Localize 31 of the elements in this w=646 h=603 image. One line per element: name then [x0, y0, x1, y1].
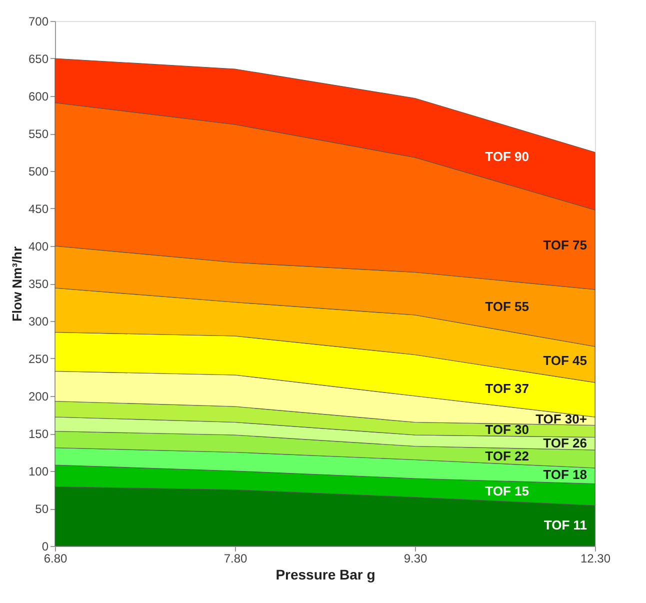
y-tick-label: 650 — [28, 52, 49, 66]
y-tick-label: 350 — [28, 277, 49, 291]
y-tick-label: 600 — [28, 90, 49, 104]
y-axis-title: Flow Nm³/hr — [9, 246, 24, 322]
x-tick-label: 7.80 — [224, 552, 248, 566]
y-tick-label: 0 — [42, 540, 49, 554]
y-tick-label: 550 — [28, 127, 49, 141]
y-tick-label: 50 — [35, 502, 49, 516]
series-label: TOF 30+ — [536, 412, 588, 427]
series-label: TOF 18 — [543, 467, 587, 482]
y-tick-label: 450 — [28, 202, 49, 216]
x-axis-title: Pressure Bar g — [276, 566, 376, 582]
y-tick-label: 100 — [28, 464, 49, 478]
series-label: TOF 45 — [543, 352, 587, 368]
series-label: TOF 75 — [543, 238, 587, 253]
series-label: TOF 37 — [485, 380, 529, 396]
series-label: TOF 55 — [485, 299, 529, 314]
series-label: TOF 90 — [485, 149, 529, 164]
y-tick-label: 300 — [28, 314, 49, 328]
y-tick-label: 700 — [28, 14, 49, 28]
x-tick-label: 9.30 — [404, 552, 428, 566]
x-tick-label: 6.80 — [44, 552, 68, 566]
series-label: TOF 30 — [485, 422, 529, 438]
series-label: TOF 26 — [543, 435, 587, 450]
y-tick-label: 250 — [28, 352, 49, 366]
y-tick-label: 200 — [28, 390, 49, 404]
x-tick-label: 12.30 — [580, 552, 611, 566]
y-tick-label: 500 — [28, 164, 49, 178]
y-tick-label: 400 — [28, 240, 49, 254]
series-label: TOF 22 — [485, 448, 529, 464]
y-tick-label: 150 — [28, 427, 49, 441]
